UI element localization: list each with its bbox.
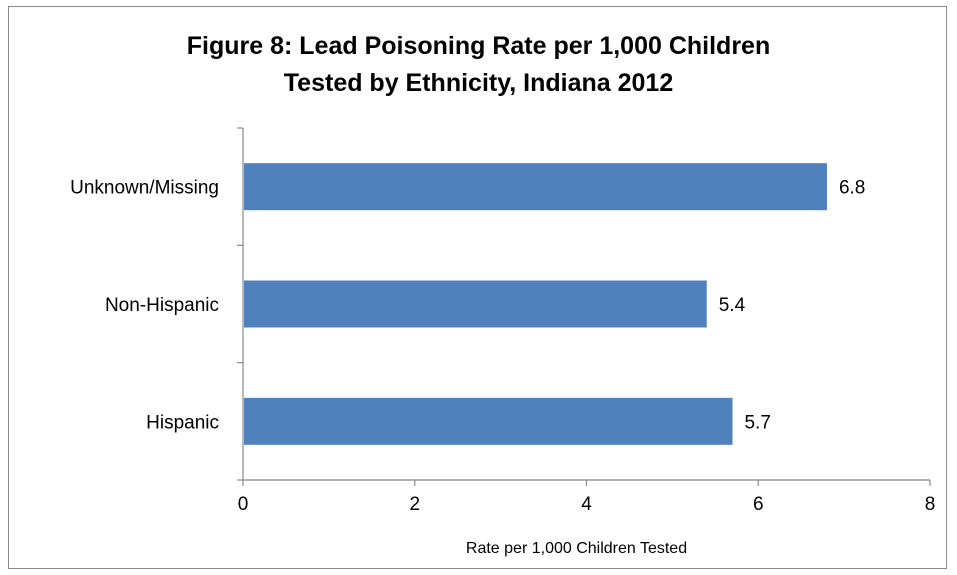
bar-non-hispanic xyxy=(244,280,707,328)
bar-hispanic xyxy=(244,397,733,445)
chart-title: Figure 8: Lead Poisoning Rate per 1,000 … xyxy=(0,28,957,102)
category-label: Non-Hispanic xyxy=(105,295,219,316)
x-axis-title: Rate per 1,000 Children Tested xyxy=(466,540,687,557)
value-label: 5.4 xyxy=(719,295,746,316)
x-tick-label: 4 xyxy=(581,494,592,515)
chart-title-line1: Figure 8: Lead Poisoning Rate per 1,000 … xyxy=(186,32,771,60)
x-tick-label: 0 xyxy=(238,494,249,515)
x-tick-label: 8 xyxy=(925,494,936,515)
chart-title-line2: Tested by Ethnicity, Indiana 2012 xyxy=(283,69,674,97)
category-label: Hispanic xyxy=(146,412,219,433)
x-tick-label: 6 xyxy=(753,494,764,515)
x-tick-label: 2 xyxy=(409,494,420,515)
value-label: 5.7 xyxy=(744,412,770,433)
category-label: Unknown/Missing xyxy=(70,178,219,199)
value-label: 6.8 xyxy=(839,178,865,199)
bar-unknown-missing xyxy=(244,163,827,211)
